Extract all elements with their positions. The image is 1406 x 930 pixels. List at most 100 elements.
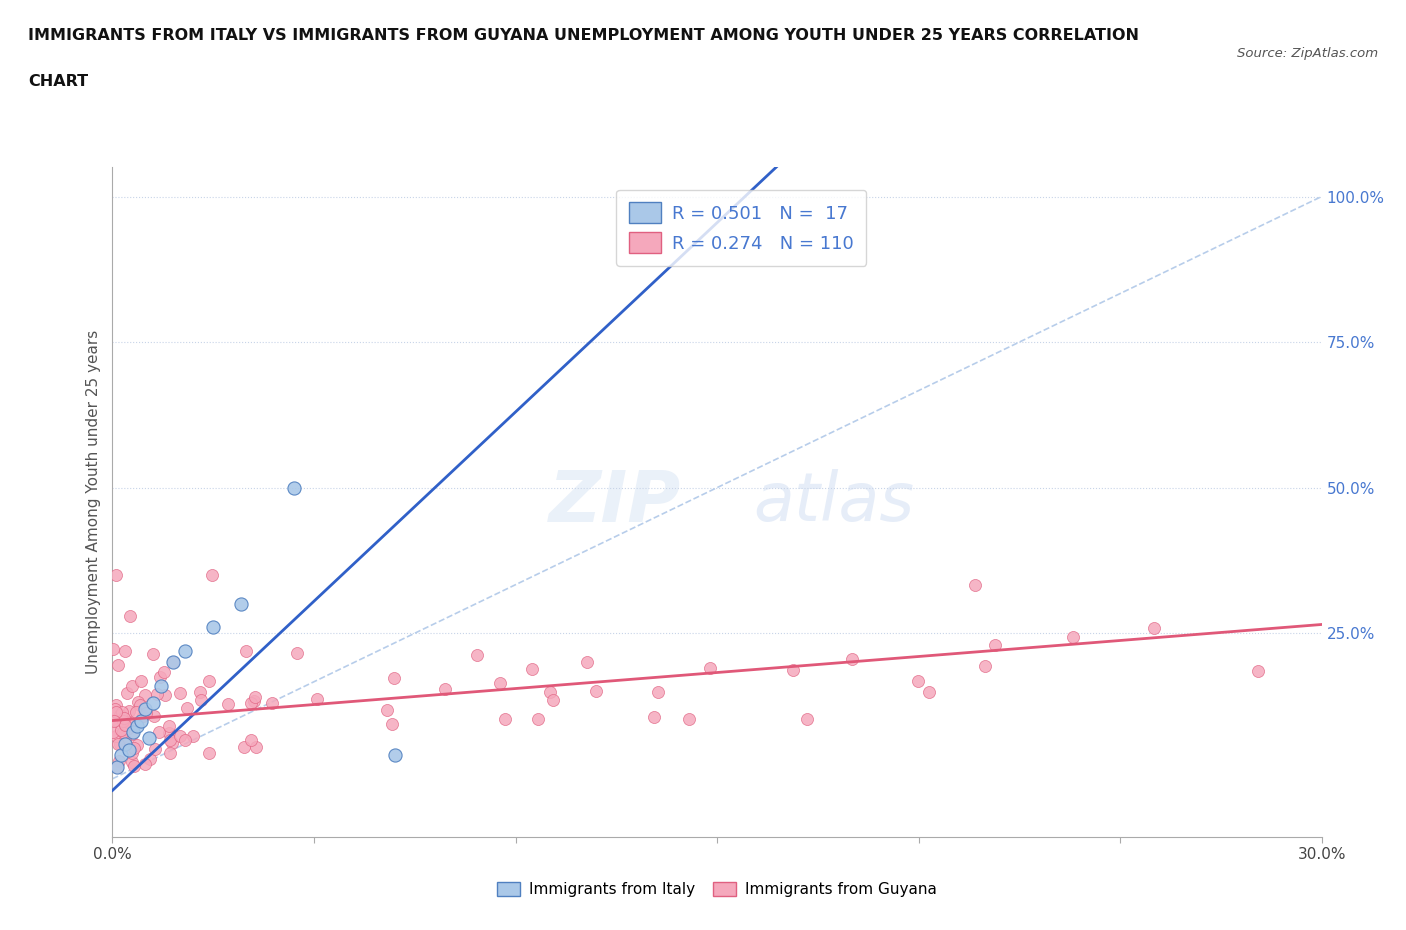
Point — [188, 684, 211, 699]
Text: ZIP: ZIP — [548, 468, 681, 537]
Point — [149, 678, 172, 693]
Point — [115, 685, 138, 700]
Point — [104, 728, 127, 743]
Point — [107, 754, 129, 769]
Point — [110, 748, 132, 763]
Point — [983, 638, 1005, 653]
Point — [233, 739, 256, 754]
Point — [538, 684, 561, 699]
Point — [103, 714, 125, 729]
Point — [159, 745, 181, 760]
Point — [114, 644, 136, 658]
Point — [122, 740, 145, 755]
Point — [643, 709, 665, 724]
Point — [384, 748, 406, 763]
Point — [127, 695, 149, 710]
Point — [527, 711, 550, 726]
Point — [235, 644, 257, 658]
Point — [121, 726, 143, 741]
Y-axis label: Unemployment Among Youth under 25 years: Unemployment Among Youth under 25 years — [86, 330, 101, 674]
Point — [160, 736, 183, 751]
Point — [382, 671, 405, 685]
Point — [488, 676, 510, 691]
Point — [121, 679, 143, 694]
Point — [117, 742, 139, 757]
Point — [245, 739, 267, 754]
Point — [243, 690, 266, 705]
Point — [112, 724, 135, 739]
Point — [129, 698, 152, 712]
Point — [148, 724, 170, 739]
Point — [101, 724, 124, 739]
Point — [110, 723, 132, 737]
Point — [105, 760, 128, 775]
Point — [169, 685, 191, 700]
Text: Source: ZipAtlas.com: Source: ZipAtlas.com — [1237, 46, 1378, 60]
Point — [231, 597, 253, 612]
Point — [169, 728, 191, 743]
Point — [115, 722, 138, 737]
Point — [918, 685, 941, 700]
Point — [134, 688, 156, 703]
Point — [796, 712, 818, 727]
Point — [174, 644, 197, 658]
Point — [105, 712, 128, 727]
Point — [125, 738, 148, 753]
Point — [142, 696, 165, 711]
Point — [142, 709, 165, 724]
Point — [162, 655, 184, 670]
Point — [157, 726, 180, 741]
Point — [283, 480, 305, 495]
Point — [129, 713, 152, 728]
Point — [963, 578, 986, 592]
Point — [782, 662, 804, 677]
Point — [138, 731, 160, 746]
Point — [585, 684, 607, 698]
Point — [841, 651, 863, 666]
Point — [1247, 663, 1270, 678]
Point — [974, 658, 997, 673]
Point — [124, 759, 146, 774]
Point — [262, 696, 284, 711]
Point — [217, 697, 239, 711]
Point — [104, 704, 127, 719]
Point — [201, 567, 224, 582]
Point — [907, 673, 929, 688]
Point — [375, 702, 398, 717]
Point — [162, 655, 184, 670]
Point — [114, 717, 136, 732]
Point — [114, 737, 136, 751]
Point — [129, 673, 152, 688]
Point — [125, 705, 148, 720]
Point — [1062, 630, 1084, 644]
Point — [198, 673, 221, 688]
Point — [105, 760, 128, 775]
Point — [121, 754, 143, 769]
Point — [104, 698, 127, 712]
Point — [105, 567, 128, 582]
Point — [307, 692, 329, 707]
Point — [381, 717, 404, 732]
Point — [285, 646, 308, 661]
Point — [111, 705, 134, 720]
Point — [157, 719, 180, 734]
Point — [111, 713, 134, 728]
Point — [239, 696, 262, 711]
Point — [105, 705, 128, 720]
Point — [190, 692, 212, 707]
Text: IMMIGRANTS FROM ITALY VS IMMIGRANTS FROM GUYANA UNEMPLOYMENT AMONG YOUTH UNDER 2: IMMIGRANTS FROM ITALY VS IMMIGRANTS FROM… — [28, 28, 1139, 43]
Point — [465, 647, 488, 662]
Point — [108, 708, 131, 723]
Point — [121, 746, 143, 761]
Point — [112, 711, 135, 725]
Point — [173, 732, 195, 747]
Point — [522, 662, 544, 677]
Point — [134, 756, 156, 771]
Point — [103, 642, 125, 657]
Point — [181, 729, 204, 744]
Point — [699, 660, 721, 675]
Point — [198, 745, 221, 760]
Point — [107, 658, 129, 672]
Point — [176, 701, 198, 716]
Point — [118, 703, 141, 718]
